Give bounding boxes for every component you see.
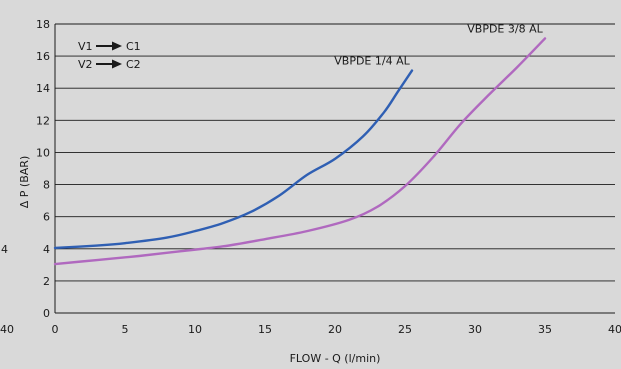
x-axis-title: FLOW - Q (l/min) [290, 352, 381, 365]
annotation-from: V1 [78, 40, 93, 53]
annotation-v1-c1: V1 C1 [78, 40, 141, 53]
arrow-right-icon [96, 59, 122, 69]
x-tick-label: 35 [538, 323, 552, 336]
series-line [53, 37, 547, 266]
x-tick-label: 40 [608, 323, 621, 336]
port-annotations: V1 C1 V2 C2 [78, 40, 141, 71]
annotation-to: C1 [126, 40, 141, 53]
y-tick-label: 18 [36, 18, 50, 31]
x-tick-label: 15 [258, 323, 272, 336]
x-tick-label: 5 [122, 323, 129, 336]
annotation-to: C2 [126, 58, 141, 71]
y-tick-label: 2 [43, 275, 50, 288]
partial-label: 4 [1, 243, 8, 256]
x-tick-label: 0 [52, 323, 59, 336]
partial-label: 40 [0, 323, 14, 336]
y-tick-label: 8 [43, 179, 50, 192]
arrow-right-icon [96, 41, 122, 51]
x-tick-label: 10 [188, 323, 202, 336]
annotation-from: V2 [78, 58, 93, 71]
series-label: VBPDE 3/8 AL [467, 22, 543, 35]
grid-lines [55, 23, 615, 314]
annotation-v2-c2: V2 C2 [78, 58, 141, 71]
y-tick-label: 10 [36, 146, 50, 159]
left-edge-partial-labels: 4 40 [0, 243, 14, 336]
y-tick-label: 16 [36, 50, 50, 63]
y-tick-label: 12 [36, 114, 50, 127]
y-tick-label: 4 [43, 243, 50, 256]
x-tick-label: 30 [468, 323, 482, 336]
series-labels: VBPDE 1/4 AL VBPDE 3/8 AL [334, 22, 543, 67]
x-tick-labels: 0 5 10 15 20 25 30 35 40 [52, 323, 621, 336]
series [53, 37, 547, 266]
y-tick-label: 14 [36, 82, 50, 95]
x-tick-label: 20 [328, 323, 342, 336]
x-tick-label: 25 [398, 323, 412, 336]
y-tick-label: 0 [43, 307, 50, 320]
series-line [53, 69, 414, 250]
y-axis-title: Δ P (BAR) [18, 156, 31, 208]
y-tick-labels: 0 2 4 6 8 10 12 14 16 18 [36, 18, 50, 320]
series-label: VBPDE 1/4 AL [334, 55, 410, 68]
y-tick-label: 6 [43, 211, 50, 224]
